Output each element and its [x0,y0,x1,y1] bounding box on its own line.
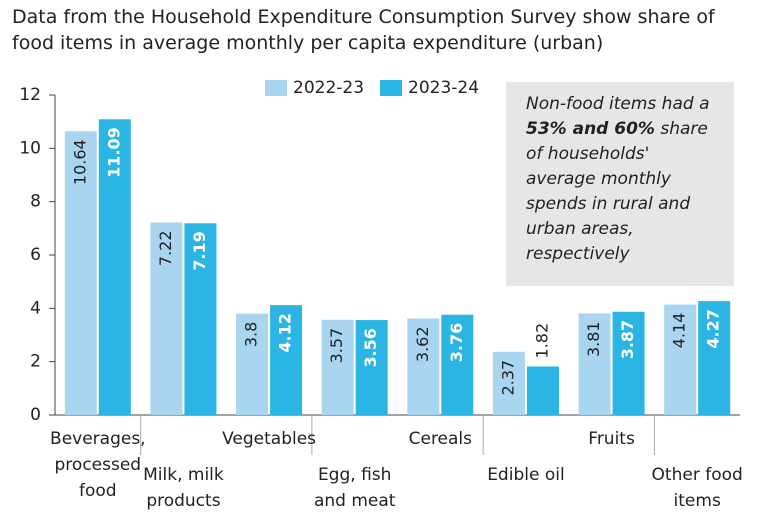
legend-swatch [380,80,402,96]
value-label: 4.12 [276,313,295,352]
bar [150,222,183,415]
annotation-text: Non-food items had a [526,94,710,114]
y-tick-label: 6 [30,245,41,265]
annotation-text: share of households' average monthly spe… [526,119,708,264]
bar [698,301,731,415]
bar [407,318,440,415]
y-tick-label: 12 [19,85,41,105]
value-label: 11.09 [104,127,123,178]
value-label: 1.82 [532,323,551,359]
y-tick-label: 10 [19,138,41,158]
value-label: 4.14 [670,313,689,349]
bar [355,320,388,415]
value-label: 10.64 [70,139,89,185]
x-tick-label: Egg, fish and meat [313,465,396,511]
bar [184,223,217,415]
x-tick-label: Milk, milk products [143,465,224,511]
bar [270,305,303,415]
value-label: 3.8 [242,322,261,347]
x-tick-label: Other food items [651,465,743,511]
bar [321,319,354,415]
y-tick-label: 4 [30,298,41,318]
chart-title: Data from the Household Expenditure Cons… [12,6,715,54]
value-label: 7.22 [156,230,175,266]
legend-label: 2023-24 [408,78,479,98]
value-label: 3.57 [327,328,346,364]
bar [441,314,474,415]
bar [526,366,559,415]
y-tick-label: 0 [30,405,41,425]
bar [236,313,269,415]
legend-swatch [265,80,287,96]
x-tick-label: Cereals [408,429,473,449]
annotation: Non-food items had a 53% and 60% share o… [506,82,734,286]
value-label: 4.27 [704,309,723,348]
value-label: 2.37 [498,360,517,396]
bar [612,311,645,415]
value-label: 7.19 [190,231,209,270]
bar [98,119,131,416]
bar [578,313,611,415]
x-tick-label: Fruits [588,429,635,449]
value-label: 3.62 [413,326,432,362]
y-tick-label: 8 [30,192,41,212]
bar [664,304,697,415]
annotation-emphasis: 53% and 60% [526,119,655,139]
value-label: 3.87 [618,320,637,359]
value-label: 3.81 [584,321,603,357]
y-tick-label: 2 [30,352,41,372]
value-label: 3.56 [361,328,380,367]
value-label: 3.76 [447,323,466,362]
legend-label: 2022-23 [293,78,364,98]
bar [492,351,525,415]
bar [64,131,97,415]
x-tick-label: Edible oil [487,465,565,485]
x-tick-label: Vegetables [222,429,317,449]
x-tick-label: Beverages, processed food [50,429,146,501]
